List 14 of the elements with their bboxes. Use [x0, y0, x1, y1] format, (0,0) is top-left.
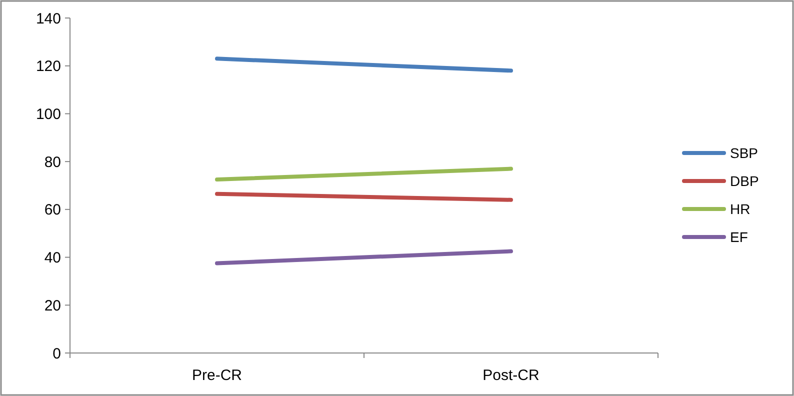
legend-label: EF [730, 228, 748, 245]
y-tick-label: 80 [44, 154, 61, 171]
y-tick-label: 40 [44, 250, 61, 267]
y-tick-label: 60 [44, 202, 61, 219]
y-tick-label: 0 [52, 345, 61, 362]
legend-label: SBP [730, 144, 758, 161]
legend-label: DBP [730, 172, 759, 189]
y-tick-label: 100 [36, 106, 61, 123]
legend-label: HR [730, 200, 750, 217]
y-tick-label: 120 [36, 58, 61, 76]
x-tick-label: Post-CR [482, 367, 540, 384]
y-tick-label: 20 [44, 297, 61, 314]
y-tick-label: 140 [36, 10, 61, 28]
x-tick-label: Pre-CR [192, 367, 242, 384]
